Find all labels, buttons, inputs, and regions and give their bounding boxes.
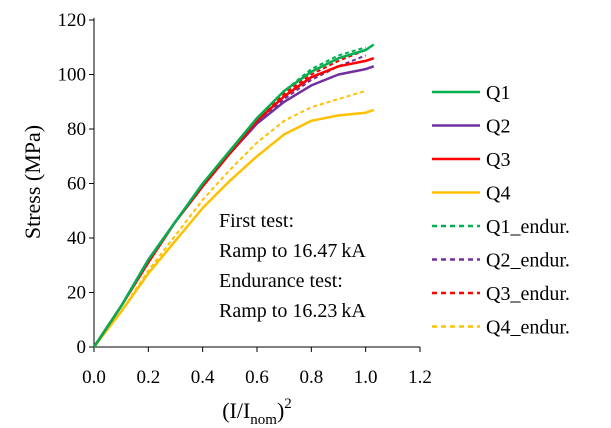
legend-label: Q3 xyxy=(486,149,510,171)
y-tick-label: 20 xyxy=(67,283,86,304)
y-tick-label: 60 xyxy=(67,174,86,195)
legend-label: Q1_endur. xyxy=(486,216,570,238)
annotation-line: Ramp to 16.23 kA xyxy=(219,300,366,322)
x-axis-title-sub: nom xyxy=(250,412,277,428)
test-annotation: First test: Ramp to 16.47 kA Endurance t… xyxy=(214,206,402,322)
x-tick-label: 0.4 xyxy=(191,367,215,388)
legend-label: Q2_endur. xyxy=(486,250,570,272)
x-axis-title-main: (I/I xyxy=(222,398,250,423)
annotation-line: Ramp to 16.47 kA xyxy=(219,240,366,262)
x-tick-label: 0.0 xyxy=(82,367,106,388)
legend-label: Q4_endur. xyxy=(486,317,570,339)
annotation-background xyxy=(214,206,402,322)
y-axis-title: Stress (MPa) xyxy=(20,125,45,239)
series-line-q4-endur xyxy=(93,89,366,348)
y-tick-label: 0 xyxy=(77,337,87,358)
legend-label: Q2 xyxy=(486,116,510,138)
x-tick-label: 1.2 xyxy=(408,367,432,388)
legend-label: Q4 xyxy=(486,183,510,205)
series-line-q3-endur xyxy=(93,49,367,348)
annotation-line: First test: xyxy=(219,210,294,232)
x-tick-label: 0.8 xyxy=(299,367,323,388)
series-line-q1-endur xyxy=(93,46,366,348)
legend-label: Q3_endur. xyxy=(486,283,570,305)
legend: Q1 Q2 Q3 Q4 Q1_endur. Q2_endur. Q3_endur. Q4_en… xyxy=(432,82,570,339)
y-tick-label: 100 xyxy=(58,65,87,86)
legend-label: Q1 xyxy=(486,82,510,104)
x-axis-title-close: ) xyxy=(277,398,284,423)
y-tick-label: 80 xyxy=(67,119,86,140)
series-line-q4 xyxy=(93,108,375,348)
x-axis-title-sup: 2 xyxy=(284,396,292,412)
x-tick-label: 0.2 xyxy=(136,367,160,388)
axis-ticks: 0 20 40 60 80 100 120 0.0 0.2 0.4 0.6 0.8 1.0 1.2 xyxy=(58,10,432,388)
x-tick-label: 1.0 xyxy=(354,367,378,388)
y-tick-label: 120 xyxy=(58,10,87,31)
x-tick-label: 0.6 xyxy=(245,367,269,388)
annotation-line: Endurance test: xyxy=(219,270,343,292)
x-axis-title: (I/Inom)2 xyxy=(222,396,292,428)
y-tick-label: 40 xyxy=(67,228,86,249)
series-lines xyxy=(92,43,375,348)
